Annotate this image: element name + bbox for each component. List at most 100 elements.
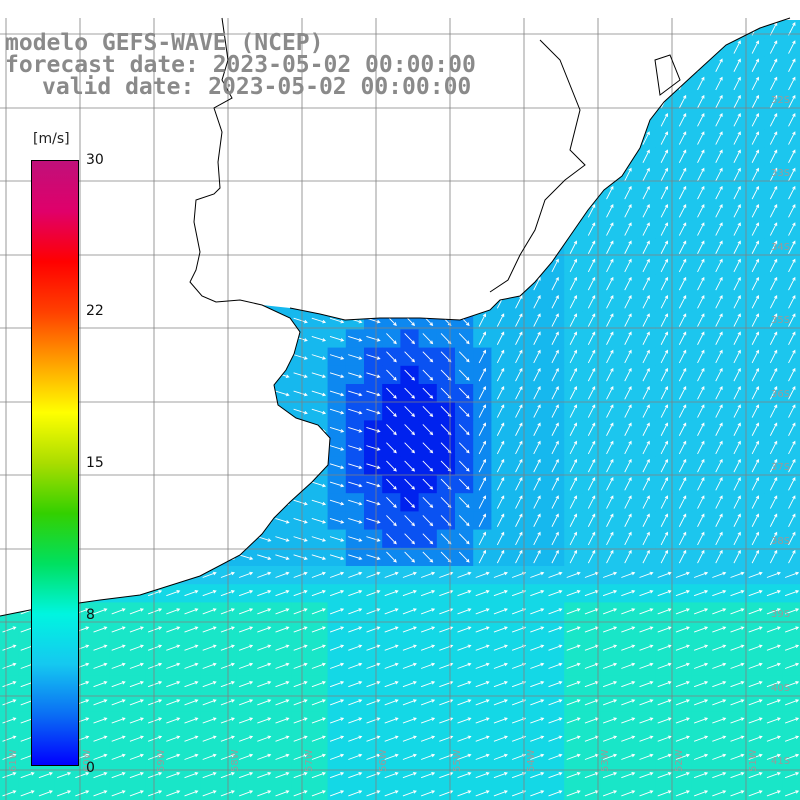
wind-arrow xyxy=(275,644,290,651)
wind-arrow xyxy=(366,790,381,797)
wind-arrow xyxy=(311,772,326,779)
wind-arrow xyxy=(715,458,723,473)
wind-arrow xyxy=(293,790,308,797)
wind-arrow xyxy=(642,295,650,309)
wind-arrow xyxy=(587,204,596,218)
wind-arrow xyxy=(748,608,763,615)
wind-arrow xyxy=(275,662,290,669)
wind-arrow xyxy=(788,422,796,436)
wind-arrow xyxy=(712,772,727,779)
wind-arrow xyxy=(697,204,705,218)
wind-arrow xyxy=(693,717,709,724)
wind-arrow xyxy=(348,699,363,706)
wind-arrow xyxy=(624,258,632,273)
wind-arrow xyxy=(602,735,618,742)
wind-arrow xyxy=(766,717,781,724)
wind-arrow xyxy=(587,313,596,327)
wind-arrow xyxy=(642,513,650,527)
wind-arrow xyxy=(621,699,636,706)
wind-arrow xyxy=(493,608,508,615)
wind-arrow xyxy=(478,349,487,364)
wind-arrow xyxy=(587,531,596,546)
wind-arrow xyxy=(569,513,578,527)
wind-arrow xyxy=(606,440,614,455)
wind-arrow xyxy=(530,717,545,724)
wind-arrow xyxy=(606,549,614,564)
wind-arrow xyxy=(697,386,705,400)
wind-arrow xyxy=(697,477,705,491)
wind-arrow xyxy=(624,167,632,182)
wind-arrow xyxy=(311,790,326,797)
wind-arrow xyxy=(493,772,508,779)
wind-arrow xyxy=(329,590,345,597)
wind-arrow xyxy=(329,372,345,379)
wind-arrow xyxy=(220,626,235,633)
wind-arrow xyxy=(788,240,796,254)
wind-arrow xyxy=(457,644,472,651)
wind-arrow xyxy=(748,772,763,779)
wind-arrow xyxy=(602,717,618,724)
wind-arrow xyxy=(533,331,541,345)
wind-arrow xyxy=(530,571,545,578)
wind-arrow xyxy=(420,681,436,688)
wind-arrow xyxy=(733,422,741,436)
wind-arrow xyxy=(111,644,126,651)
wind-arrow xyxy=(769,167,778,182)
wind-arrow xyxy=(366,644,381,651)
wind-arrow xyxy=(678,295,687,309)
wind-arrow xyxy=(657,662,672,669)
wind-arrow xyxy=(457,753,472,760)
wind-arrow xyxy=(493,735,508,742)
wind-arrow xyxy=(111,717,126,724)
wind-arrow xyxy=(238,699,254,706)
wind-arrow xyxy=(420,735,436,742)
wind-arrow xyxy=(458,496,470,508)
wind-arrow xyxy=(697,531,705,546)
wind-arrow xyxy=(660,222,669,236)
wind-arrow xyxy=(515,549,523,564)
wind-arrow xyxy=(311,372,327,379)
wind-arrow xyxy=(293,354,308,360)
wind-arrow xyxy=(642,349,650,364)
wind-arrow xyxy=(220,571,235,578)
wind-arrow xyxy=(733,40,741,54)
wind-arrow xyxy=(621,735,636,742)
wind-arrow xyxy=(587,295,596,309)
wind-arrow xyxy=(693,753,709,760)
wind-arrow xyxy=(257,735,272,742)
wind-arrow xyxy=(166,681,181,688)
wind-arrow xyxy=(220,790,235,797)
wind-arrow xyxy=(329,463,345,470)
wind-arrow xyxy=(404,333,416,345)
wind-arrow xyxy=(566,753,581,760)
wind-arrow xyxy=(202,644,217,651)
wind-arrow xyxy=(715,240,723,254)
wind-arrow xyxy=(621,717,636,724)
wind-arrow xyxy=(515,513,523,527)
latitude-label: 34S xyxy=(771,242,790,253)
wind-arrow xyxy=(660,440,669,455)
wind-arrow xyxy=(751,422,760,436)
wind-arrow xyxy=(715,386,723,400)
wind-arrow xyxy=(642,149,650,163)
wind-arrow xyxy=(348,463,363,470)
wind-arrow xyxy=(386,333,397,345)
wind-arrow xyxy=(606,404,614,418)
wind-arrow xyxy=(422,369,434,381)
wind-arrow xyxy=(766,644,781,651)
wind-arrow xyxy=(202,772,217,779)
wind-arrow xyxy=(675,753,690,760)
longitude-label: 59W xyxy=(156,749,167,772)
wind-arrow xyxy=(257,753,272,760)
wind-arrow xyxy=(478,386,487,400)
wind-arrow xyxy=(275,536,290,542)
wind-arrow xyxy=(551,258,559,273)
wind-cell xyxy=(618,784,638,800)
wind-arrow xyxy=(606,477,614,491)
wind-arrow xyxy=(715,258,723,273)
wind-arrow xyxy=(569,386,578,400)
wind-arrow xyxy=(751,40,760,54)
wind-cell xyxy=(709,784,729,800)
wind-arrow xyxy=(458,551,470,563)
wind-arrow xyxy=(38,772,53,779)
